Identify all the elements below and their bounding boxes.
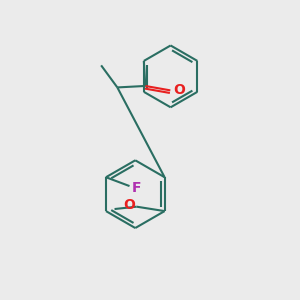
Text: O: O <box>173 83 185 98</box>
Text: O: O <box>123 198 135 212</box>
Text: F: F <box>132 181 141 194</box>
